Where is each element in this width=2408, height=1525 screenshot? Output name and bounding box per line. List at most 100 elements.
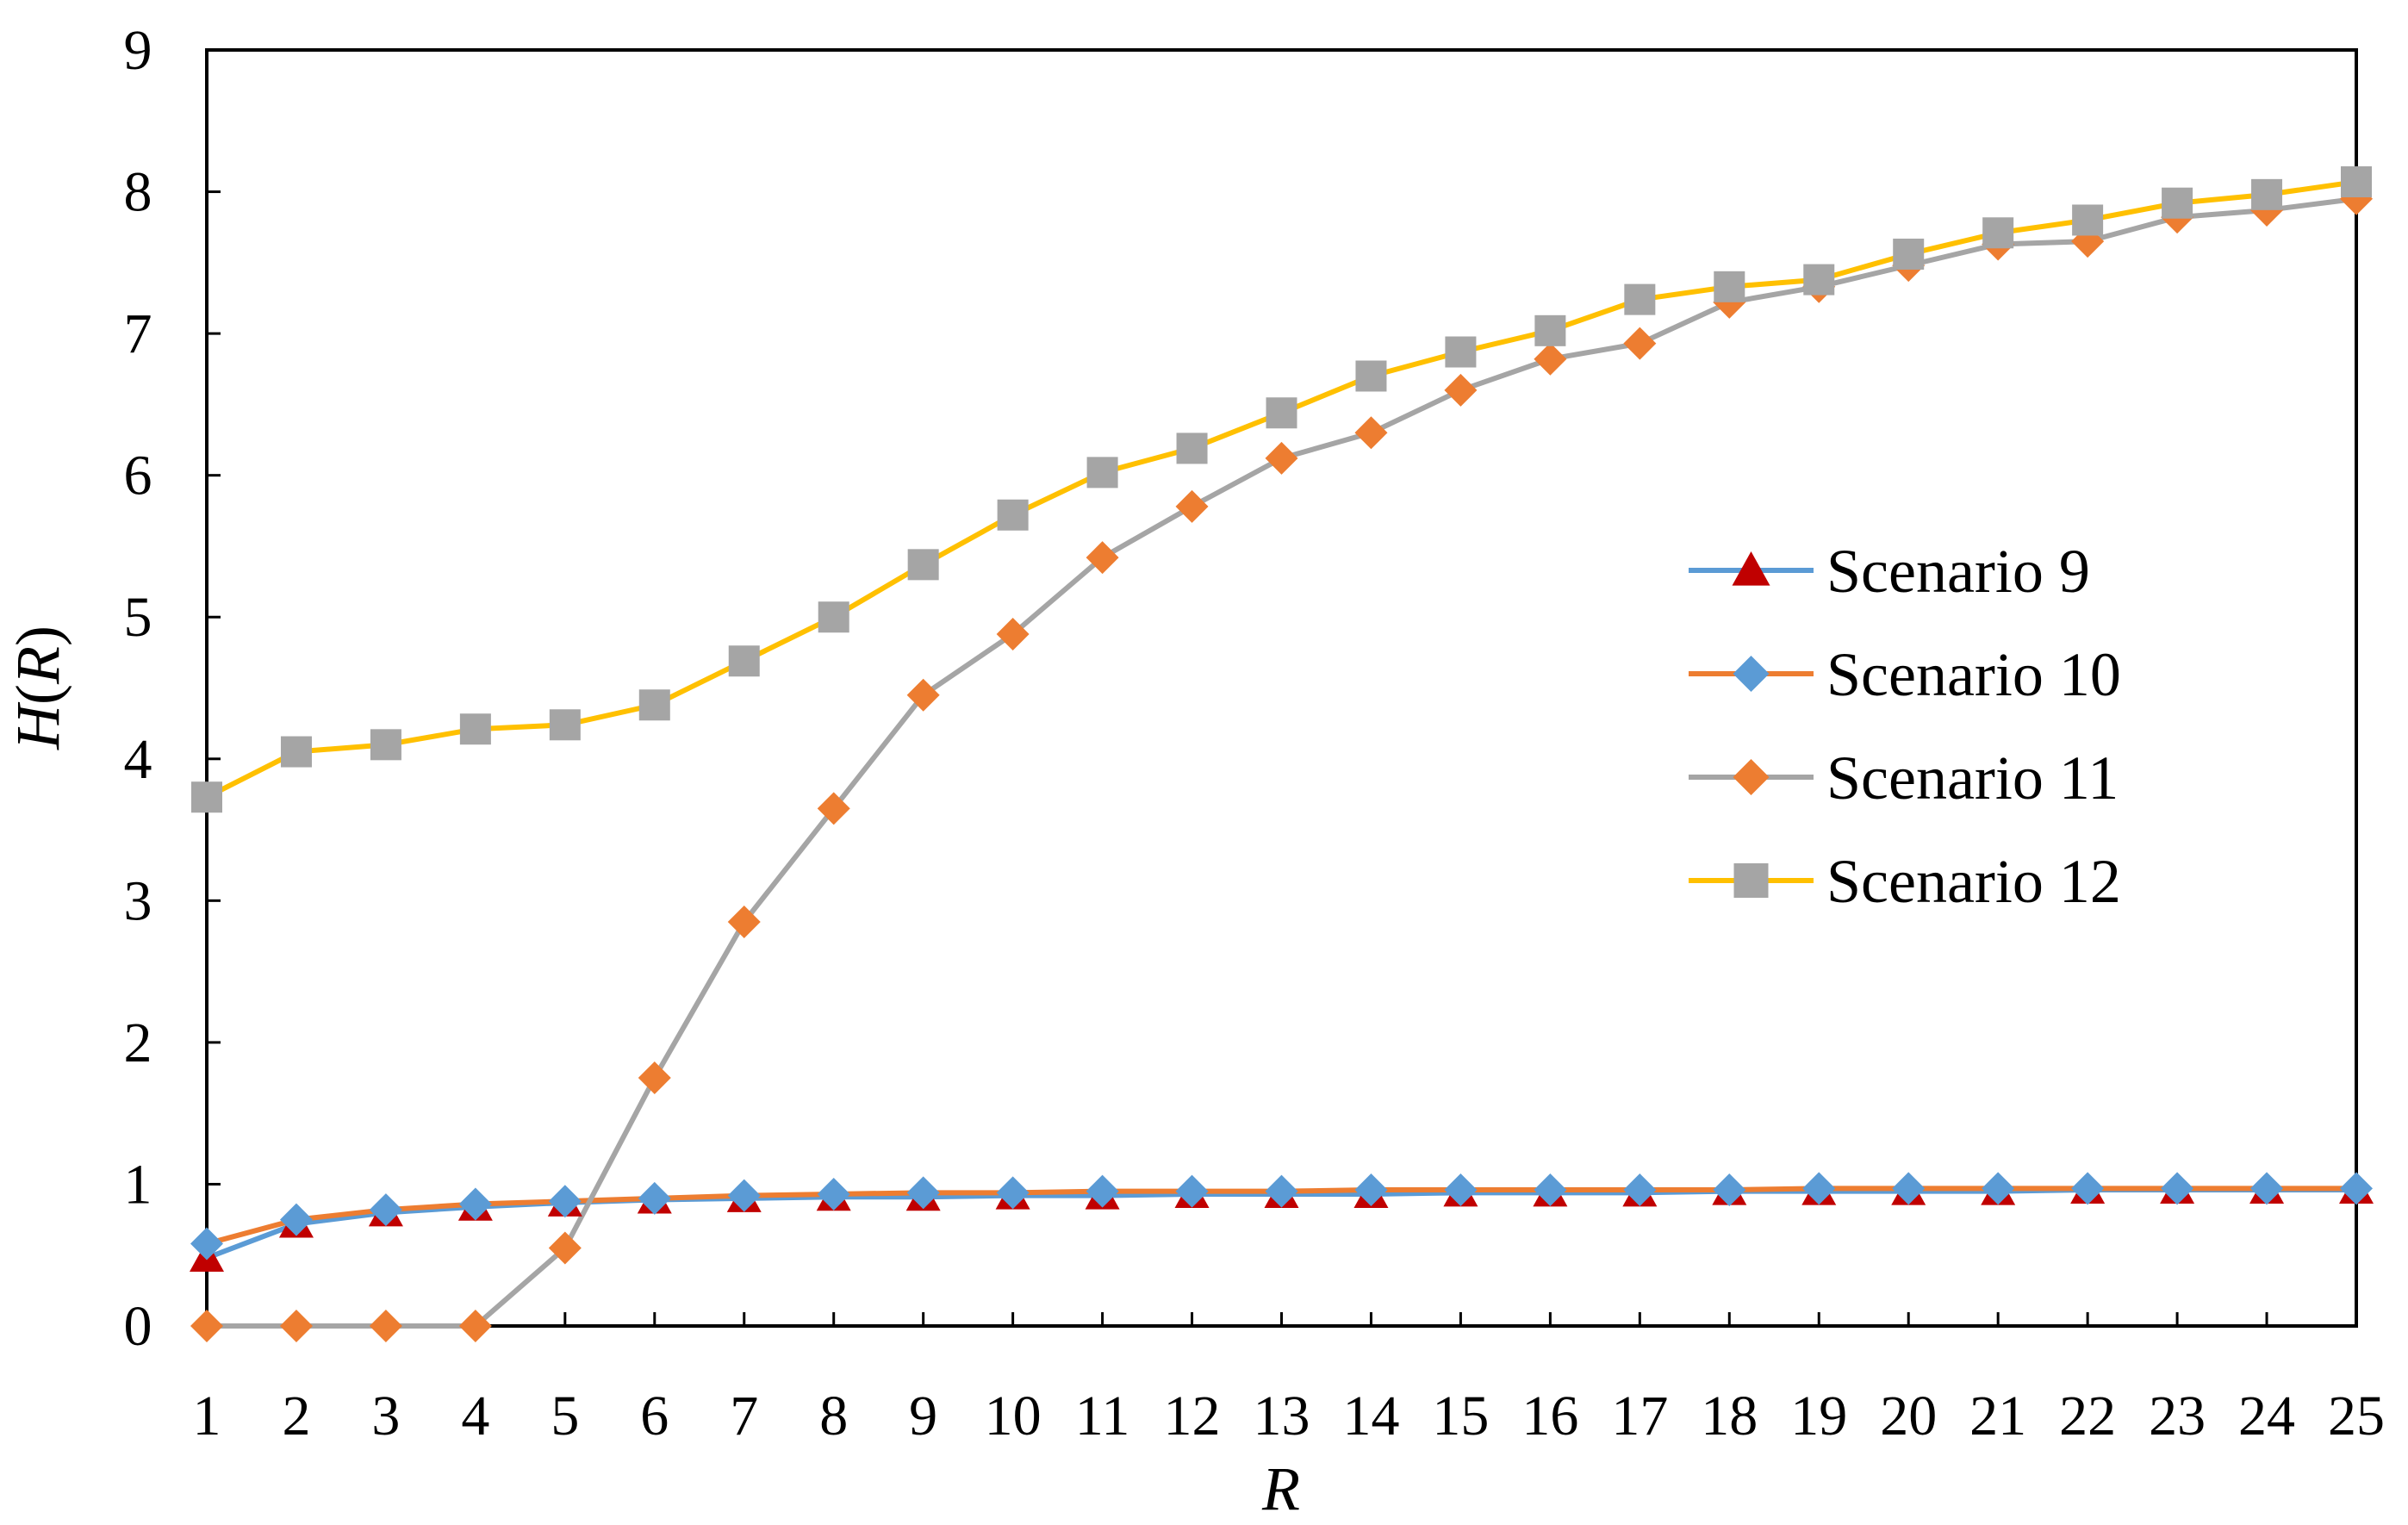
data-point [817, 792, 850, 825]
data-point [996, 617, 1030, 650]
y-tick-label: 1 [124, 1153, 152, 1216]
data-point [458, 1187, 492, 1221]
data-point [369, 1310, 402, 1342]
data-point [1266, 397, 1297, 429]
data-point [2161, 1172, 2194, 1205]
y-axis-title-arg: R [3, 646, 72, 685]
data-point [818, 601, 849, 633]
data-point [191, 781, 222, 813]
y-tick-label: 2 [124, 1011, 152, 1074]
legend-marker [1732, 551, 1770, 586]
data-point [817, 1177, 850, 1211]
data-point [190, 1310, 223, 1342]
data-point [728, 645, 760, 677]
series-markers [190, 166, 2374, 1342]
x-tick-label: 21 [1969, 1385, 2026, 1447]
legend-marker [1733, 759, 1770, 795]
y-tick-label: 5 [124, 586, 152, 649]
x-tick-label: 25 [2328, 1385, 2385, 1447]
legend-item: Scenario 11 [1689, 744, 2119, 812]
data-point [548, 1231, 582, 1265]
y-axis-title-fn: H [3, 701, 72, 750]
data-point [1892, 1172, 1926, 1205]
x-tick-label: 15 [1432, 1385, 1489, 1447]
data-point [638, 1061, 671, 1095]
y-axis-title-open: ( [3, 684, 72, 705]
data-point [638, 689, 670, 721]
data-point [1355, 360, 1387, 392]
data-point [1534, 1173, 1567, 1207]
legend-item: Scenario 9 [1689, 537, 2090, 606]
y-tick-label: 7 [124, 302, 152, 365]
data-point [996, 1176, 1030, 1210]
x-tick-label: 2 [282, 1385, 310, 1447]
legend-item: Scenario 10 [1689, 640, 2121, 709]
data-point [2251, 178, 2283, 210]
data-point [190, 1227, 223, 1260]
data-point [1623, 327, 1657, 360]
legend-marker [1733, 656, 1770, 692]
legend-label: Scenario 12 [1826, 847, 2121, 916]
x-tick-label: 13 [1254, 1385, 1310, 1447]
data-point [1175, 1174, 1209, 1208]
data-point [638, 1181, 671, 1215]
legend-marker [1733, 863, 1769, 898]
data-point [1534, 314, 1566, 346]
data-point [2341, 166, 2372, 198]
data-point [1354, 416, 1388, 450]
data-point [1982, 1172, 2015, 1205]
plot-area [205, 48, 2358, 1328]
y-axis-ticks: 0 1 2 3 4 5 6 7 8 9 [124, 19, 221, 1358]
data-point [1893, 238, 1925, 270]
x-tick-label: 7 [730, 1385, 758, 1447]
y-tick-label: 6 [124, 445, 152, 507]
data-point [2162, 187, 2193, 219]
data-point [907, 549, 939, 581]
data-point [279, 1310, 313, 1342]
x-tick-label: 24 [2238, 1385, 2295, 1447]
data-point [458, 1310, 492, 1342]
y-tick-label: 8 [124, 161, 152, 224]
data-point [997, 499, 1029, 531]
y-axis-title-close: ) [3, 626, 72, 646]
data-point [2250, 1172, 2284, 1205]
data-point [1802, 1172, 1836, 1205]
data-point [1086, 541, 1119, 575]
x-tick-label: 8 [819, 1385, 848, 1447]
x-tick-label: 16 [1521, 1385, 1578, 1447]
x-axis-title: R [1261, 1454, 1300, 1523]
data-point [2071, 1172, 2105, 1205]
data-point [1354, 1173, 1388, 1207]
data-point [1265, 1174, 1298, 1208]
data-point [1444, 1173, 1478, 1207]
data-point [1713, 1173, 1746, 1207]
data-point [1176, 433, 1208, 464]
x-tick-label: 11 [1075, 1385, 1130, 1447]
data-point [1982, 217, 2014, 249]
data-point [1086, 1174, 1119, 1208]
legend-label: Scenario 9 [1826, 537, 2090, 606]
x-tick-label: 14 [1342, 1385, 1399, 1447]
data-point [2340, 1172, 2373, 1205]
x-tick-label: 10 [985, 1385, 1042, 1447]
data-point [906, 678, 940, 712]
x-tick-label: 12 [1164, 1385, 1221, 1447]
data-point [2072, 204, 2104, 236]
data-point [1714, 271, 1745, 302]
data-point [1444, 373, 1478, 407]
data-point [1534, 342, 1567, 376]
x-tick-label: 3 [371, 1385, 400, 1447]
data-point [1445, 336, 1477, 368]
data-point [280, 736, 312, 768]
legend-item: Scenario 12 [1689, 847, 2121, 916]
x-tick-label: 9 [909, 1385, 937, 1447]
x-tick-label: 22 [2059, 1385, 2116, 1447]
data-point [369, 1193, 402, 1227]
x-tick-label: 18 [1701, 1385, 1758, 1447]
data-point [906, 1176, 940, 1210]
legend: Scenario 9 Scenario 10 Scenario 11 Scenario… [1689, 537, 2121, 916]
data-point [549, 709, 581, 741]
y-tick-label: 9 [124, 19, 152, 82]
x-tick-label: 23 [2149, 1385, 2206, 1447]
y-tick-label: 3 [124, 869, 152, 932]
